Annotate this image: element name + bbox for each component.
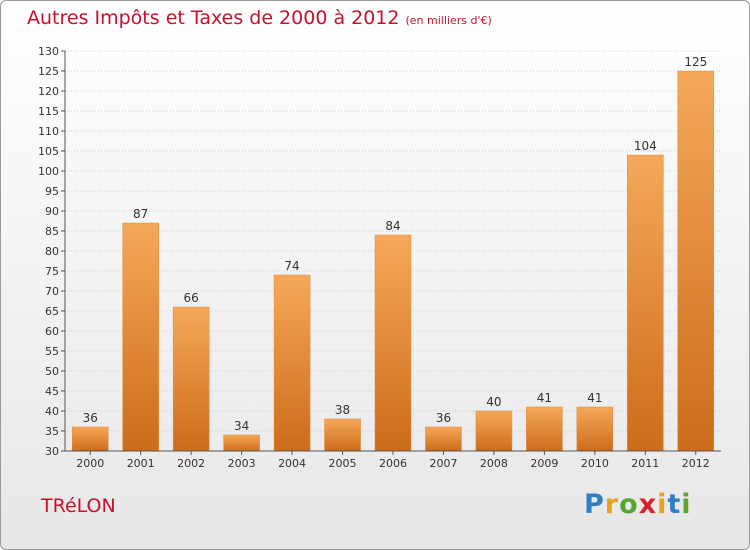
y-tick-label: 70 xyxy=(45,285,59,298)
data-label: 36 xyxy=(436,411,451,425)
y-tick-label: 55 xyxy=(45,345,59,358)
x-tick-label: 2003 xyxy=(228,457,256,470)
bar xyxy=(475,410,513,452)
data-label: 66 xyxy=(184,291,199,305)
data-label: 41 xyxy=(537,391,552,405)
data-label: 36 xyxy=(83,411,98,425)
x-tick-label: 2007 xyxy=(429,457,457,470)
y-tick-label: 90 xyxy=(45,205,59,218)
y-tick-label: 115 xyxy=(38,105,59,118)
logo-letter: x xyxy=(638,489,658,520)
y-tick-label: 100 xyxy=(38,165,59,178)
x-tick-label: 2011 xyxy=(631,457,659,470)
data-label: 34 xyxy=(234,419,249,433)
y-tick-label: 80 xyxy=(45,245,59,258)
y-tick-label: 125 xyxy=(38,65,59,78)
data-label: 104 xyxy=(634,139,657,153)
x-tick-label: 2005 xyxy=(329,457,357,470)
logo-letter: P xyxy=(584,489,605,520)
bars xyxy=(71,70,715,452)
logo-letter: i xyxy=(681,489,692,520)
logo-letter: r xyxy=(604,489,620,520)
x-tick-label: 2006 xyxy=(379,457,407,470)
title-text: Autres Impôts et Taxes de 2000 à 2012 xyxy=(27,7,400,29)
y-axis-ticks: 30 35 40 45 50 55 60 65 70 75 80 85 90 95 100 105 110 115… xyxy=(38,45,65,458)
data-label: 87 xyxy=(133,207,148,221)
x-tick-label: 2008 xyxy=(480,457,508,470)
logo-letter: t xyxy=(667,489,682,520)
bar xyxy=(627,154,664,452)
x-tick-label: 2009 xyxy=(530,457,558,470)
logo-letter: i xyxy=(657,489,668,520)
y-tick-label: 35 xyxy=(45,425,59,438)
y-tick-label: 110 xyxy=(38,125,59,138)
bar xyxy=(273,274,311,452)
y-tick-label: 105 xyxy=(38,145,59,158)
x-tick-label: 2010 xyxy=(581,457,609,470)
y-tick-label: 30 xyxy=(45,445,59,458)
bar xyxy=(223,434,260,452)
bar xyxy=(576,406,614,452)
x-tick-label: 2000 xyxy=(76,457,104,470)
y-tick-label: 85 xyxy=(45,225,59,238)
x-tick-label: 2001 xyxy=(127,457,155,470)
y-tick-label: 75 xyxy=(45,265,59,278)
x-tick-label: 2004 xyxy=(278,457,306,470)
data-label: 125 xyxy=(684,55,707,69)
bar xyxy=(526,406,563,452)
y-tick-label: 130 xyxy=(38,45,59,58)
x-axis-ticks: 2000 2001 2002 2003 2004 2005 2006 2007 2008 2009… xyxy=(76,451,710,470)
data-labels: 36 87 66 34 74 38 84 36 40 41 41 104 125 xyxy=(83,55,708,433)
y-tick-label: 95 xyxy=(45,185,59,198)
bar xyxy=(122,222,159,452)
chart-title: Autres Impôts et Taxes de 2000 à 2012 (en… xyxy=(27,7,492,29)
bar xyxy=(324,418,361,452)
logo-letter: o xyxy=(619,489,639,520)
grid-lines xyxy=(65,50,721,432)
bar xyxy=(172,306,210,452)
y-tick-label: 40 xyxy=(45,405,59,418)
x-tick-label: 2002 xyxy=(177,457,205,470)
bar xyxy=(374,234,412,452)
bar xyxy=(71,426,109,452)
commune-name: TRéLON xyxy=(41,495,116,517)
data-label: 74 xyxy=(284,259,299,273)
data-label: 40 xyxy=(486,395,501,409)
y-tick-label: 65 xyxy=(45,305,59,318)
data-label: 84 xyxy=(385,219,400,233)
y-tick-label: 120 xyxy=(38,85,59,98)
y-tick-label: 50 xyxy=(45,365,59,378)
y-tick-label: 60 xyxy=(45,325,59,338)
data-label: 41 xyxy=(587,391,602,405)
y-tick-label: 45 xyxy=(45,385,59,398)
proxiti-logo: Proxiti xyxy=(584,489,692,520)
bar xyxy=(677,70,715,452)
data-label: 38 xyxy=(335,403,350,417)
x-tick-label: 2012 xyxy=(682,457,710,470)
unit-note: (en milliers d'€) xyxy=(405,14,492,27)
bar xyxy=(425,426,462,452)
